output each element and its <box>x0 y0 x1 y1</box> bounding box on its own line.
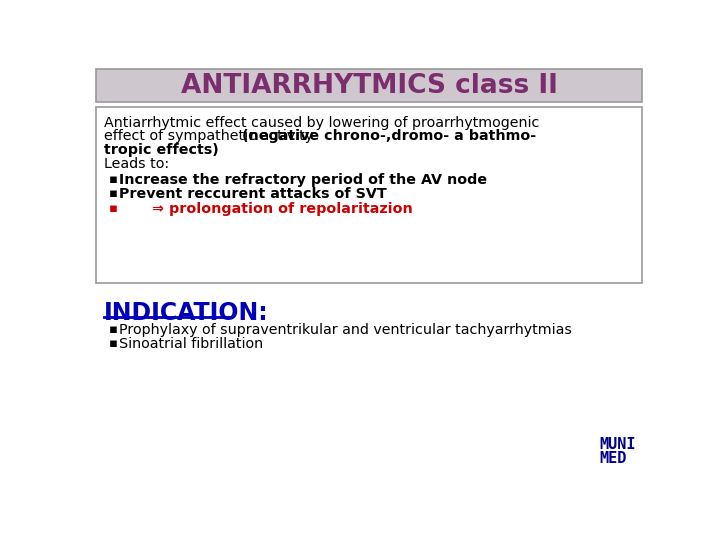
Text: ⇒ prolongation of repolaritazion: ⇒ prolongation of repolaritazion <box>152 202 413 216</box>
Text: Antiarrhytmic effect caused by lowering of proarrhytmogenic: Antiarrhytmic effect caused by lowering … <box>104 116 539 130</box>
Text: ▪: ▪ <box>109 323 117 336</box>
Text: ▪: ▪ <box>109 173 117 186</box>
Text: Increase the refractory period of the AV node: Increase the refractory period of the AV… <box>120 173 487 187</box>
Text: (negative chrono-,dromo- a bathmo-: (negative chrono-,dromo- a bathmo- <box>242 130 536 144</box>
Text: MED: MED <box>599 451 626 467</box>
Text: ▪: ▪ <box>109 187 117 200</box>
Text: Leads to:: Leads to: <box>104 157 169 171</box>
Text: ▪: ▪ <box>109 202 117 215</box>
Text: MUNI: MUNI <box>599 437 636 451</box>
Text: tropic effects): tropic effects) <box>104 143 219 157</box>
Text: INDICATION:: INDICATION: <box>104 301 269 325</box>
Text: ▪: ▪ <box>109 338 117 350</box>
Text: effect of sympathetic activity: effect of sympathetic activity <box>104 130 318 144</box>
Text: ANTIARRHYTMICS class II: ANTIARRHYTMICS class II <box>181 72 557 99</box>
FancyBboxPatch shape <box>96 70 642 102</box>
Text: Prophylaxy of supraventrikular and ventricular tachyarrhytmias: Prophylaxy of supraventrikular and ventr… <box>120 323 572 337</box>
Text: Sinoatrial fibrillation: Sinoatrial fibrillation <box>120 338 264 352</box>
Text: Prevent reccurent attacks of SVT: Prevent reccurent attacks of SVT <box>120 187 387 201</box>
FancyBboxPatch shape <box>96 107 642 283</box>
